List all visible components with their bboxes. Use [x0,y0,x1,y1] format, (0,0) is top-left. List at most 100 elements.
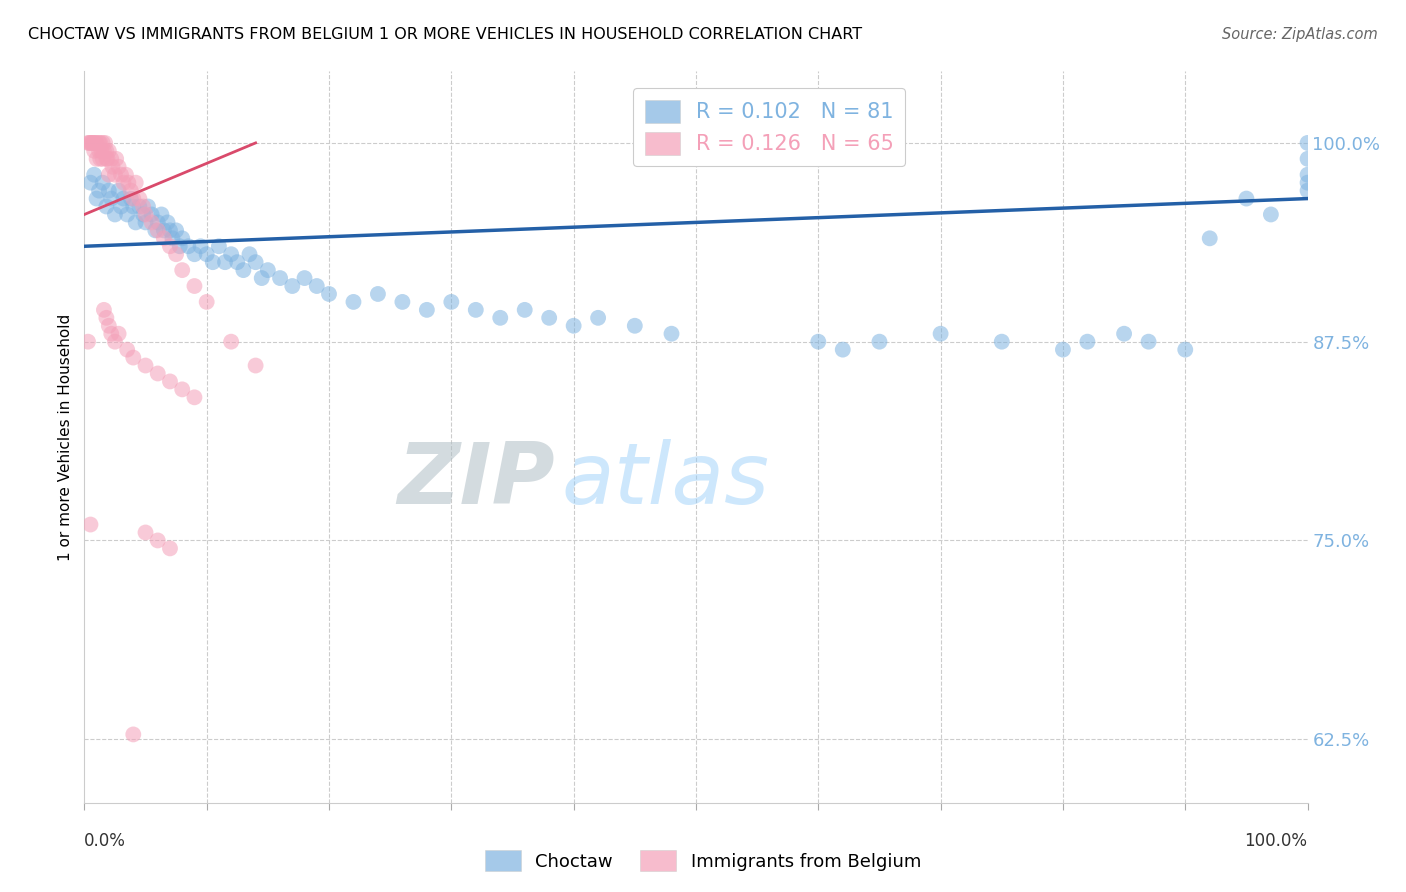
Text: 0.0%: 0.0% [84,832,127,850]
Point [159,541,181,556]
Point [214,255,236,269]
Point [79,517,101,532]
Point [93,302,115,317]
Point [305,279,328,293]
Point [232,263,254,277]
Point [1296,176,1319,190]
Point [562,318,585,333]
Point [1260,207,1282,221]
Point [245,255,267,269]
Point [122,192,145,206]
Point [122,200,145,214]
Point [101,160,124,174]
Point [1296,152,1319,166]
Point [90,144,112,158]
Point [83,144,105,158]
Point [416,302,439,317]
Point [132,200,155,214]
Point [294,271,316,285]
Point [159,239,181,253]
Point [156,215,179,229]
Point [172,231,194,245]
Point [318,287,340,301]
Point [94,136,117,150]
Point [201,255,224,269]
Point [125,215,148,229]
Point [661,326,683,341]
Point [97,144,120,158]
Point [117,176,139,190]
Text: atlas: atlas [561,440,769,523]
Point [538,310,561,325]
Point [146,215,169,229]
Point [190,239,212,253]
Point [97,184,120,198]
Point [172,263,194,277]
Point [86,152,108,166]
Point [87,144,110,158]
Point [269,271,291,285]
Point [195,294,218,309]
Point [143,223,166,237]
Point [112,176,135,190]
Point [107,184,129,198]
Point [281,279,304,293]
Point [115,168,138,182]
Point [115,343,138,357]
Point [91,136,114,150]
Point [1296,184,1319,198]
Point [104,207,127,221]
Point [208,239,231,253]
Text: ZIP: ZIP [398,440,555,523]
Point [110,168,132,182]
Point [146,533,169,548]
Legend: Choctaw, Immigrants from Belgium: Choctaw, Immigrants from Belgium [478,843,928,879]
Point [107,326,129,341]
Point [125,176,148,190]
Point [1174,343,1197,357]
Point [83,136,105,150]
Point [80,136,103,150]
Point [107,160,129,174]
Point [169,239,191,253]
Point [165,247,187,261]
Point [89,136,111,150]
Point [89,152,111,166]
Point [342,294,364,309]
Point [1296,168,1319,182]
Point [77,334,100,349]
Point [96,152,118,166]
Point [141,207,163,221]
Point [96,200,118,214]
Point [238,247,260,261]
Point [110,200,132,214]
Point [929,326,952,341]
Point [112,192,135,206]
Point [135,525,157,540]
Point [120,192,142,206]
Point [177,239,200,253]
Point [807,334,830,349]
Point [1076,334,1098,349]
Point [195,247,218,261]
Point [97,152,120,166]
Point [132,207,155,221]
Point [624,318,647,333]
Point [79,176,101,190]
Point [150,207,173,221]
Point [97,318,120,333]
Point [82,136,104,150]
Point [115,207,138,221]
Point [391,294,413,309]
Point [869,334,891,349]
Point [440,294,463,309]
Point [91,176,114,190]
Point [183,390,205,404]
Point [146,367,169,381]
Point [100,326,122,341]
Point [219,247,242,261]
Point [1236,192,1258,206]
Point [84,136,107,150]
Point [489,310,512,325]
Point [93,144,115,158]
